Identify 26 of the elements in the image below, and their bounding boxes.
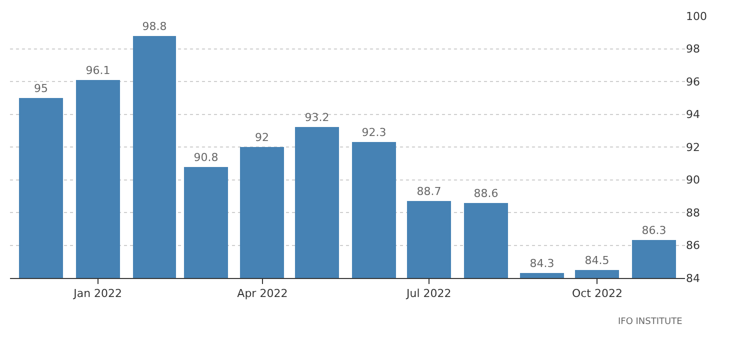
data-label: 86.3	[642, 224, 666, 237]
y-tick-label: 94	[686, 108, 700, 122]
x-tick-label: Apr 2022	[237, 287, 288, 300]
data-label: 90.8	[194, 151, 218, 164]
y-tick-label: 86	[686, 239, 700, 252]
data-label: 96.1	[86, 64, 110, 77]
y-tick-label: 100	[686, 10, 707, 23]
data-label: 84.3	[530, 257, 554, 270]
x-tick-label: Jan 2022	[72, 287, 122, 300]
text: IFO INSTITUTE	[618, 317, 683, 327]
data-label: 88.7	[416, 185, 442, 198]
y-tick-label: 84	[686, 272, 700, 285]
y-tick-label: 88	[686, 206, 700, 220]
data-label: 93.2	[304, 111, 330, 124]
data-label: 88.6	[474, 187, 498, 200]
y-tick-label: 98	[686, 42, 700, 56]
data-label: 92	[255, 131, 269, 144]
data-label: 98.8	[142, 20, 167, 33]
x-tick-label: Oct 2022	[572, 287, 622, 300]
y-tick-label: 92	[686, 140, 700, 154]
x-tick-label: Jul 2022	[406, 287, 452, 300]
data-label: 84.5	[584, 254, 610, 267]
y-tick-label: 90	[686, 174, 700, 187]
data-label: 95	[34, 82, 48, 95]
data-label: 92.3	[362, 126, 386, 139]
y-tick-label: 96	[686, 75, 700, 88]
